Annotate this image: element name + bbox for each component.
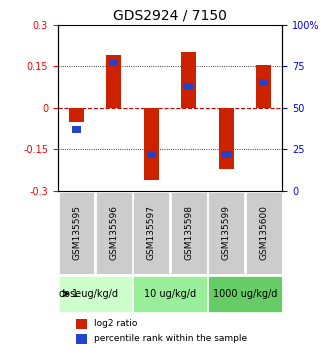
FancyBboxPatch shape: [96, 193, 132, 274]
Bar: [181, 52, 196, 108]
FancyBboxPatch shape: [58, 276, 132, 312]
Bar: [72, 126, 81, 133]
Text: dose: dose: [58, 289, 82, 299]
Bar: [76, 319, 87, 329]
Bar: [219, 108, 234, 169]
Text: GSM135597: GSM135597: [147, 205, 156, 260]
Text: GSM135600: GSM135600: [259, 205, 268, 260]
Text: percentile rank within the sample: percentile rank within the sample: [94, 334, 247, 343]
FancyBboxPatch shape: [58, 193, 94, 274]
FancyBboxPatch shape: [208, 193, 244, 274]
Text: 1000 ug/kg/d: 1000 ug/kg/d: [213, 289, 277, 299]
Bar: [184, 83, 193, 90]
FancyBboxPatch shape: [246, 193, 282, 274]
Bar: [256, 65, 271, 108]
Text: 10 ug/kg/d: 10 ug/kg/d: [144, 289, 196, 299]
Bar: [76, 333, 87, 344]
Bar: [69, 108, 84, 122]
FancyBboxPatch shape: [171, 193, 207, 274]
Bar: [107, 55, 121, 108]
Text: GSM135599: GSM135599: [222, 205, 231, 260]
Bar: [222, 151, 231, 158]
Text: GSM135595: GSM135595: [72, 205, 81, 260]
FancyBboxPatch shape: [134, 193, 169, 274]
FancyBboxPatch shape: [134, 276, 207, 312]
Bar: [259, 79, 268, 86]
Bar: [109, 59, 118, 67]
Bar: [147, 151, 156, 158]
Text: GSM135598: GSM135598: [184, 205, 193, 260]
Text: log2 ratio: log2 ratio: [94, 319, 137, 328]
Title: GDS2924 / 7150: GDS2924 / 7150: [113, 8, 227, 22]
Bar: [144, 108, 159, 180]
Text: 1 ug/kg/d: 1 ug/kg/d: [72, 289, 118, 299]
Text: GSM135596: GSM135596: [109, 205, 118, 260]
FancyBboxPatch shape: [208, 276, 282, 312]
